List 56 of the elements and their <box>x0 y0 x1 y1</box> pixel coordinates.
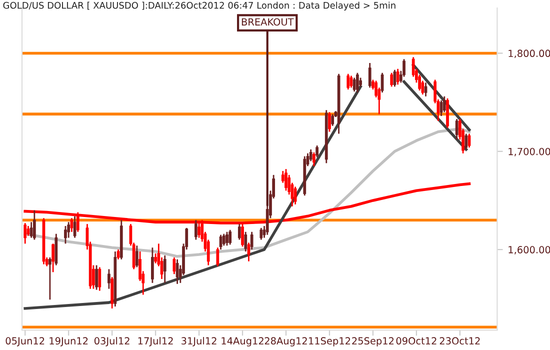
candlestick <box>316 144 318 158</box>
line-series <box>24 85 362 310</box>
candlestick <box>442 96 446 113</box>
candlestick <box>226 231 228 246</box>
candlestick <box>390 72 394 88</box>
candlestick <box>48 256 52 300</box>
x-tick-label: 05Jun12 <box>6 337 44 346</box>
candlestick <box>24 222 27 244</box>
y-tick-label: 1,800.00 <box>508 50 550 58</box>
x-tick-label: 17Jul12 <box>138 336 173 346</box>
annotation: BREAKOUT <box>242 18 294 26</box>
candlestick <box>284 168 288 192</box>
candlestick <box>455 118 458 140</box>
candlestick <box>135 244 138 268</box>
candlestick <box>154 252 157 264</box>
candlestick <box>64 225 67 244</box>
x-tick-label: 31Jul12 <box>182 336 216 346</box>
x-tick-label: 14Aug12 <box>222 337 264 346</box>
x-tick-label: 28Aug12 <box>264 337 307 346</box>
candlestick <box>331 113 334 127</box>
candlestick <box>368 62 372 88</box>
candlestick <box>222 233 226 246</box>
candlestick <box>228 229 232 246</box>
candlestick <box>194 219 198 240</box>
candlestick <box>108 268 110 290</box>
candlestick <box>151 246 154 284</box>
candlestick <box>244 231 248 252</box>
candlestick <box>216 246 220 267</box>
candlestick <box>346 73 350 90</box>
candlestick <box>238 223 241 240</box>
x-tick-label: 25Sep12 <box>352 337 394 346</box>
candlestick <box>294 186 297 206</box>
candlestick <box>163 254 166 284</box>
candlestick <box>328 111 331 132</box>
y-tick-label: 1,600.00 <box>508 246 550 254</box>
candlestick <box>424 82 428 98</box>
y-tick-label: 1,700.00 <box>508 148 550 156</box>
candlestick <box>98 266 102 292</box>
x-tick-label: 11Sep12 <box>309 337 350 346</box>
candlestick <box>32 210 36 240</box>
candlestick <box>116 248 120 260</box>
candlestick <box>95 264 98 290</box>
x-tick-label: 09Oct12 <box>396 337 436 345</box>
candlestick <box>30 221 33 238</box>
candlestick <box>352 77 356 92</box>
x-tick-label: 23Oct12 <box>440 337 480 345</box>
candlestick <box>52 242 54 273</box>
candlestick <box>250 231 254 250</box>
candlestick <box>260 227 263 240</box>
x-tick-label: 03Jul12 <box>94 336 130 346</box>
chart-title: GOLD/US DOLLAR [ XAUUSDO ]:DAILY:26Oct2012 06:47 London : Data Delayed > 5min <box>3 2 396 10</box>
candlestick <box>464 133 468 150</box>
candlestick <box>312 152 316 167</box>
x-tick-label: 19Jun12 <box>50 337 88 346</box>
candlestick <box>356 72 359 94</box>
candlestick <box>309 148 312 162</box>
